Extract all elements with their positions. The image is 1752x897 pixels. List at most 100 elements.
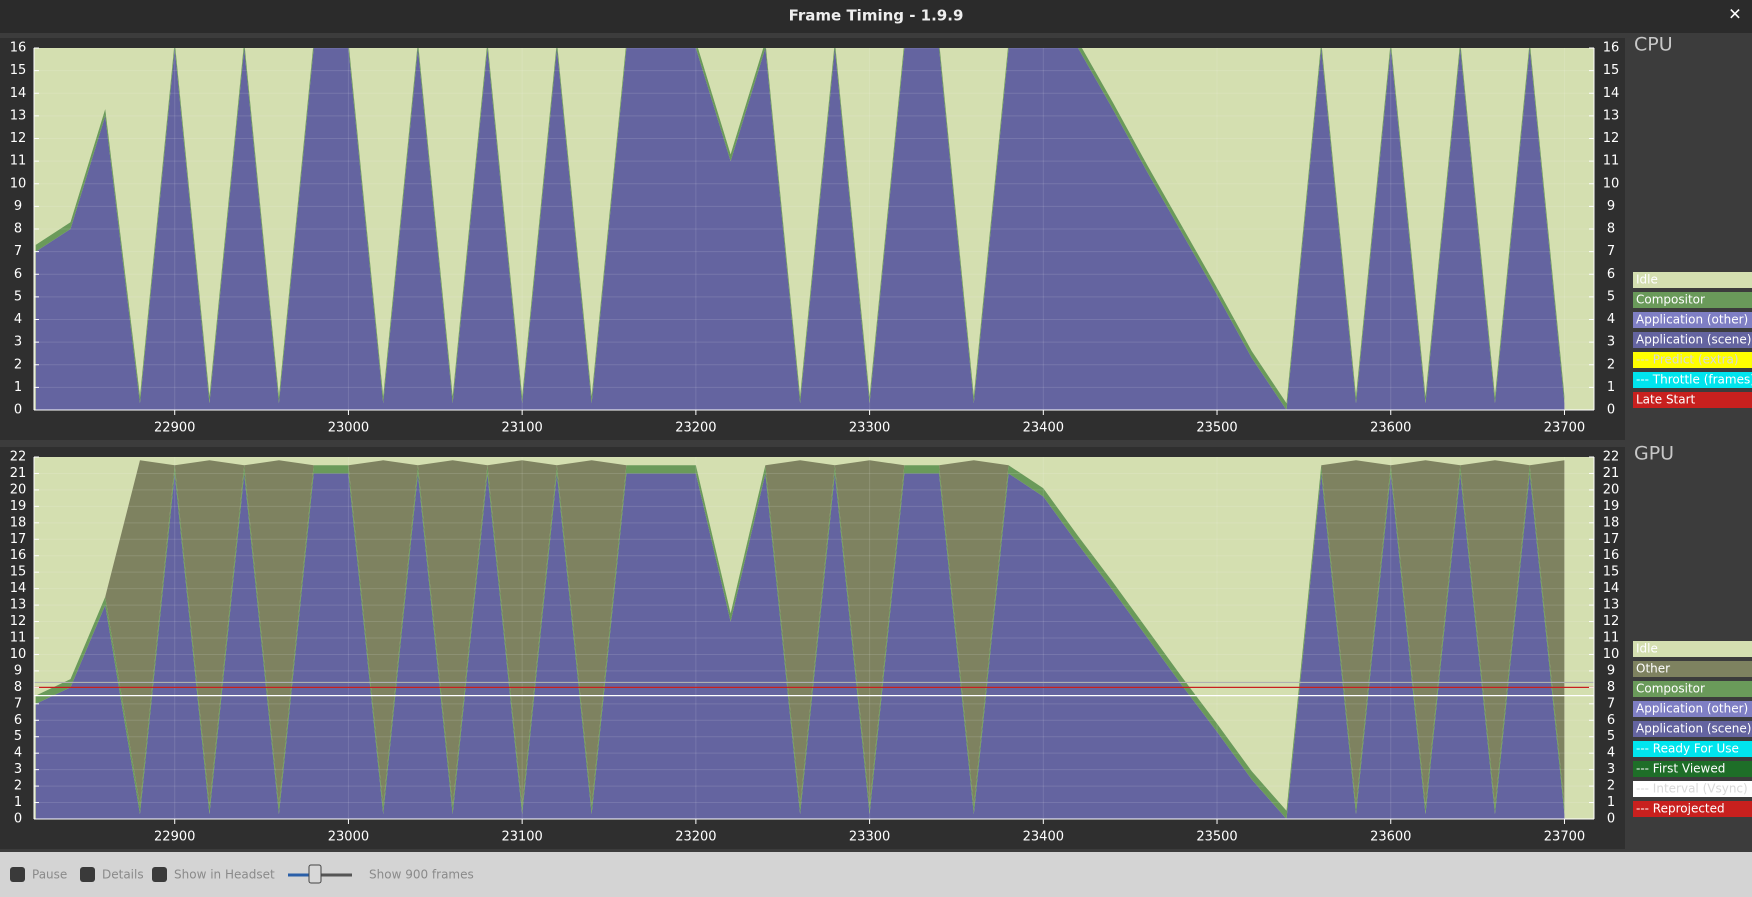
legend-label: Application (other) bbox=[1636, 702, 1748, 716]
legend-swatch bbox=[1633, 781, 1752, 797]
y-tick-label: 16 bbox=[1603, 548, 1620, 563]
close-button[interactable]: ✕ bbox=[1728, 5, 1741, 24]
y-tick-label: 4 bbox=[14, 746, 22, 761]
legend-label: --- First Viewed bbox=[1636, 762, 1725, 776]
legend-label: Other bbox=[1636, 662, 1670, 676]
y-tick-label: 18 bbox=[10, 515, 27, 530]
legend-label: Application (scene) bbox=[1636, 333, 1751, 347]
legend-swatch bbox=[1633, 272, 1752, 288]
y-tick-label: 9 bbox=[1607, 199, 1615, 214]
x-tick-label: 23700 bbox=[1544, 830, 1585, 845]
y-tick-label: 15 bbox=[1603, 63, 1620, 78]
y-tick-label: 5 bbox=[14, 729, 22, 744]
y-tick-label: 3 bbox=[14, 335, 22, 350]
details-checkbox[interactable] bbox=[80, 867, 95, 882]
legend-swatch bbox=[1633, 641, 1752, 657]
y-tick-label: 2 bbox=[14, 357, 22, 372]
y-tick-label: 7 bbox=[14, 244, 22, 259]
legend-label: --- Ready For Use bbox=[1636, 742, 1739, 756]
stacked-area bbox=[35, 48, 1565, 410]
y-tick-label: 15 bbox=[10, 63, 27, 78]
stacked-area bbox=[35, 473, 1565, 819]
y-tick-label: 16 bbox=[10, 548, 27, 563]
y-tick-label: 7 bbox=[14, 696, 22, 711]
y-tick-label: 0 bbox=[14, 403, 22, 418]
legend-label: Idle bbox=[1636, 273, 1658, 287]
y-tick-label: 12 bbox=[10, 131, 27, 146]
legend-swatch bbox=[1633, 801, 1752, 817]
y-tick-label: 0 bbox=[14, 812, 22, 827]
y-tick-label: 13 bbox=[10, 598, 27, 613]
x-tick-label: 23600 bbox=[1370, 830, 1411, 845]
title-bar bbox=[0, 0, 1752, 33]
legend-label: Compositor bbox=[1636, 682, 1705, 696]
y-tick-label: 19 bbox=[10, 499, 27, 514]
legend-label: Late Start bbox=[1636, 393, 1696, 407]
y-tick-label: 1 bbox=[14, 795, 22, 810]
stacked-area bbox=[35, 460, 1565, 811]
y-tick-label: 12 bbox=[1603, 131, 1620, 146]
y-tick-label: 4 bbox=[1607, 746, 1615, 761]
legend-label: --- Interval (Vsync) bbox=[1636, 782, 1748, 796]
window-title: Frame Timing - 1.9.9 bbox=[789, 7, 964, 25]
y-tick-label: 14 bbox=[10, 581, 27, 596]
y-tick-label: 6 bbox=[14, 267, 22, 282]
y-tick-label: 1 bbox=[1607, 380, 1615, 395]
y-tick-label: 14 bbox=[1603, 86, 1620, 101]
y-tick-label: 10 bbox=[10, 647, 27, 662]
x-tick-label: 23500 bbox=[1196, 830, 1237, 845]
x-tick-label: 23400 bbox=[1023, 830, 1064, 845]
y-tick-label: 13 bbox=[10, 108, 27, 123]
x-tick-label: 23300 bbox=[849, 830, 890, 845]
y-tick-label: 2 bbox=[1607, 779, 1615, 794]
y-tick-label: 15 bbox=[1603, 565, 1620, 580]
y-tick-label: 3 bbox=[1607, 762, 1615, 777]
legend-label: Application (other) bbox=[1636, 313, 1748, 327]
legend-label: --- Reprojected bbox=[1636, 802, 1725, 816]
y-tick-label: 17 bbox=[1603, 532, 1620, 547]
x-tick-label: 23500 bbox=[1196, 421, 1237, 436]
y-tick-label: 11 bbox=[10, 154, 27, 169]
y-tick-label: 1 bbox=[1607, 795, 1615, 810]
y-tick-label: 12 bbox=[1603, 614, 1620, 629]
pause-checkbox[interactable] bbox=[10, 867, 25, 882]
legend-swatch bbox=[1633, 681, 1752, 697]
y-tick-label: 13 bbox=[1603, 598, 1620, 613]
y-tick-label: 6 bbox=[1607, 713, 1615, 728]
y-tick-label: 9 bbox=[14, 199, 22, 214]
y-tick-label: 22 bbox=[1603, 450, 1620, 465]
y-tick-label: 6 bbox=[14, 713, 22, 728]
y-tick-label: 4 bbox=[14, 312, 22, 327]
x-tick-label: 23700 bbox=[1544, 421, 1585, 436]
legend-label: Idle bbox=[1636, 642, 1658, 656]
legend-swatch bbox=[1633, 292, 1752, 308]
y-tick-label: 0 bbox=[1607, 403, 1615, 418]
panel-label: CPU bbox=[1634, 34, 1673, 56]
y-tick-label: 2 bbox=[14, 779, 22, 794]
plot-area bbox=[34, 457, 1594, 819]
y-tick-label: 6 bbox=[1607, 267, 1615, 282]
y-tick-label: 14 bbox=[10, 86, 27, 101]
y-tick-label: 3 bbox=[14, 762, 22, 777]
headset-checkbox[interactable] bbox=[152, 867, 167, 882]
y-tick-label: 10 bbox=[10, 176, 27, 191]
y-tick-label: 21 bbox=[10, 466, 27, 481]
x-tick-label: 23200 bbox=[675, 830, 716, 845]
legend-swatch bbox=[1633, 721, 1752, 737]
y-tick-label: 20 bbox=[10, 482, 27, 497]
y-tick-label: 5 bbox=[14, 289, 22, 304]
y-tick-label: 5 bbox=[1607, 729, 1615, 744]
slider-thumb[interactable] bbox=[308, 864, 322, 884]
y-tick-label: 14 bbox=[1603, 581, 1620, 596]
y-tick-label: 13 bbox=[1603, 108, 1620, 123]
x-tick-label: 23400 bbox=[1023, 421, 1064, 436]
y-tick-label: 18 bbox=[1603, 515, 1620, 530]
y-tick-label: 21 bbox=[1603, 466, 1620, 481]
legend-swatch bbox=[1633, 701, 1752, 717]
y-tick-label: 15 bbox=[10, 565, 27, 580]
plot-area bbox=[34, 48, 1594, 410]
y-tick-label: 0 bbox=[1607, 812, 1615, 827]
legend-swatch bbox=[1633, 332, 1752, 348]
